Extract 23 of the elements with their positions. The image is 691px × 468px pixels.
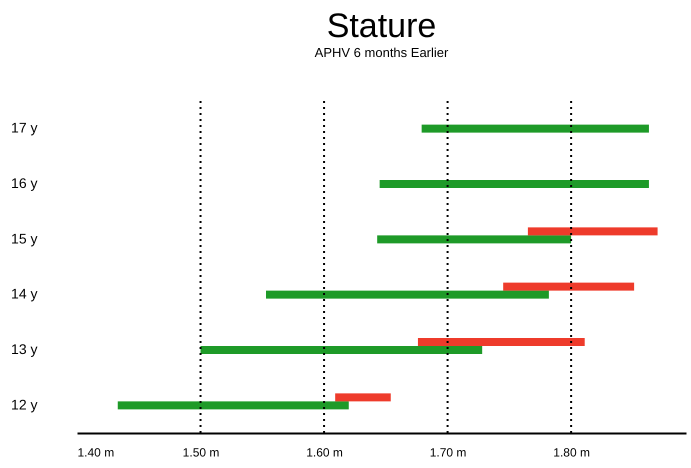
bar [422,124,649,133]
bar [528,227,658,236]
y-tick-label: 13 y [11,341,38,357]
bar [380,180,649,188]
x-tick-label: 1.40 m [78,446,114,460]
x-tick-label: 1.70 m [430,446,466,460]
x-tick-label: 1.50 m [182,446,220,460]
x-tick-label: 1.80 m [553,446,590,460]
bar [418,338,585,346]
y-tick-label: 16 y [11,175,38,191]
y-tick-label: 15 y [11,230,38,246]
chart-title: Stature [326,7,436,45]
bar [118,401,349,410]
chart-subtitle: APHV 6 months Earlier [314,45,449,60]
y-tick-label: 14 y [11,286,38,302]
bar [200,346,482,354]
bar [266,290,549,299]
bar [503,282,634,291]
bar [335,393,391,402]
y-tick-label: 17 y [11,120,38,136]
x-tick-label: 1.60 m [306,446,343,460]
bar [377,235,572,244]
y-tick-label: 12 y [11,396,38,412]
